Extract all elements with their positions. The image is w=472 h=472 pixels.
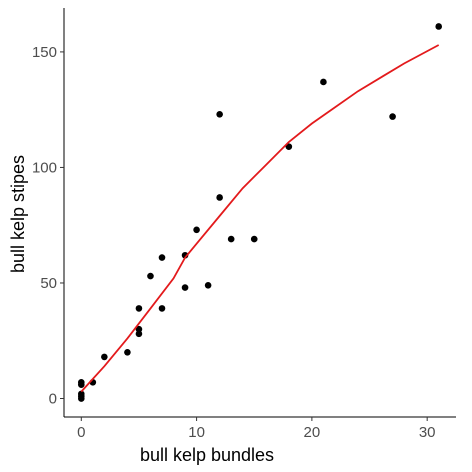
x-axis-title: bull kelp bundles [140, 445, 274, 465]
data-point [205, 282, 212, 289]
data-point [228, 236, 235, 243]
data-point [216, 111, 223, 118]
x-tick-label: 10 [188, 424, 205, 441]
y-tick-label: 0 [49, 391, 57, 408]
data-point [435, 23, 442, 30]
y-tick-label: 100 [32, 159, 57, 176]
y-axis-ticks: 0 50 100 150 [32, 44, 64, 408]
x-tick-label: 20 [304, 424, 321, 441]
x-tick-label: 0 [77, 424, 85, 441]
data-point [136, 305, 143, 312]
data-point [101, 354, 108, 361]
data-point [182, 284, 189, 291]
data-point [193, 227, 200, 234]
x-tick-label: 30 [419, 424, 436, 441]
data-point [78, 379, 85, 386]
data-point [320, 79, 327, 86]
trend-line [81, 45, 438, 392]
plot-area [78, 23, 442, 402]
data-point [147, 273, 154, 280]
data-point [251, 236, 258, 243]
data-point [159, 254, 166, 261]
data-point [216, 194, 223, 201]
y-axis-title: bull kelp stipes [8, 155, 28, 273]
x-axis-ticks: 0 10 20 30 [77, 417, 435, 441]
data-point [389, 113, 396, 120]
y-tick-label: 50 [40, 275, 57, 292]
y-tick-label: 150 [32, 44, 57, 61]
data-point [159, 305, 166, 312]
data-point [124, 349, 131, 356]
